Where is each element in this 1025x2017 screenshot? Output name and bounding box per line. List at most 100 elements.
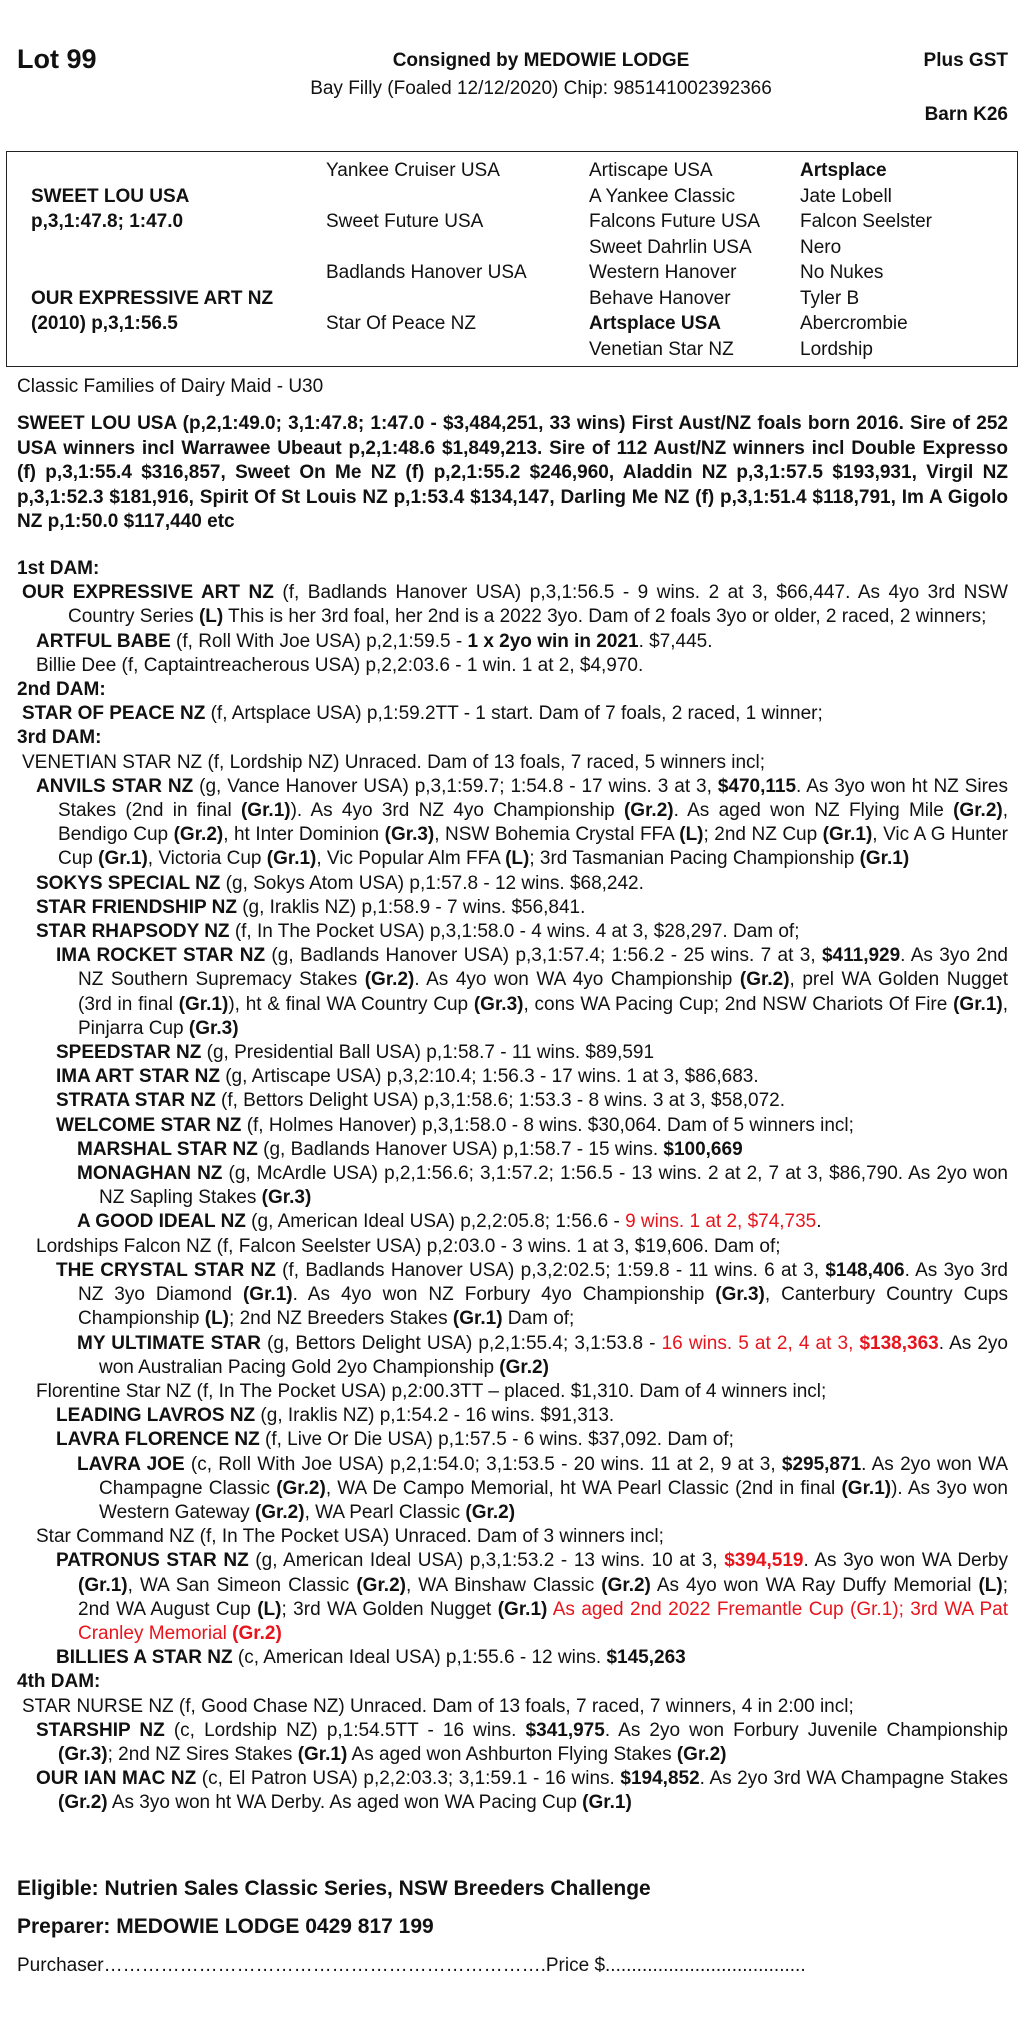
text: , Vic Popular Alm FFA [316,848,506,870]
pedigree-cell: No Nukes [800,262,884,283]
text: (f, Badlands Hanover USA) p,3,2:02.5; 1:… [275,1259,826,1281]
bold-text: (Gr.3) [188,1017,239,1039]
dam-entry: MONAGHAN NZ (g, McArdle USA) p,2,1:56.6;… [0,1162,1008,1210]
text: ; 3rd Tasmanian Pacing Championship [529,848,860,870]
barn-location: Barn K26 [924,104,1008,125]
dam-heading: 3rd DAM: [0,726,1008,750]
pedigree-cell: Lordship [800,338,873,360]
bold-text: STAR RHAPSODY NZ [36,921,230,943]
bold-text: STRATA STAR NZ [56,1090,216,1112]
text: , WA San Simeon Classic [127,1574,357,1596]
dam-entry: STAR FRIENDSHIP NZ (g, Iraklis NZ) p,1:5… [0,896,1008,920]
text: Florentine Star NZ (f, In The Pocket USA… [36,1380,827,1402]
bold-text: (Gr.2) [676,1743,727,1765]
text: . As 3yo won ht NZ Sires Stakes (2nd in … [58,775,1008,822]
bold-text: ANVILS STAR NZ [36,775,194,797]
dam-entry: A GOOD IDEAL NZ (g, American Ideal USA) … [0,1210,1008,1234]
text: , Canterbury Country Cups Championship [78,1284,1008,1330]
text: , WA De Campo Memorial, ht WA Pearl Clas… [325,1477,842,1499]
text: (g, Badlands Hanover USA) p,3,1:57.4; 1:… [265,945,822,967]
bold-text: (L) [198,606,224,628]
text: . As 2yo won Australian Pacing Gold 2yo … [99,1332,1008,1378]
dam-entry: SPEEDSTAR NZ (g, Presidential Ball USA) … [0,1041,1008,1065]
dam-entry: SOKYS SPECIAL NZ (g, Sokys Atom USA) p,1… [0,872,1008,896]
text: . $7,445. [638,630,713,652]
dam-entry: STAR NURSE NZ (f, Good Chase NZ) Unraced… [0,1695,1008,1719]
bold-text: (Gr.2) [232,1622,282,1644]
bold-text: (Gr.2) [601,1574,651,1596]
bold-text: LEADING LAVROS NZ [56,1405,256,1427]
lot-number: Lot 99 [17,44,97,74]
bold-text: $138,363 [859,1332,939,1354]
text: . As 2yo won Forbury Juvenile Championsh… [604,1719,1008,1741]
text: ), ht & final WA Country Cup [228,993,474,1015]
pedigree-cell: (2010) p,3,1:56.5 [31,313,178,334]
bold-text: IMA ART STAR NZ [56,1066,220,1088]
bold-text: (Gr.2) [623,800,674,822]
bold-text: STAR OF PEACE NZ [22,703,206,725]
pedigree-cell: p,3,1:47.8; 1:47.0 [31,211,184,232]
text: (f, Roll With Joe USA) p,2,1:59.5 - [170,630,468,652]
family-line: Classic Families of Dairy Maid - U30 [17,376,324,397]
text: STAR NURSE NZ (f, Good Chase NZ) Unraced… [22,1695,854,1717]
bold-text: MARSHAL STAR NZ [77,1138,258,1160]
text: , WA Pearl Classic [304,1501,466,1523]
bold-text: LAVRA FLORENCE NZ [56,1429,260,1451]
text: (g, Iraklis NZ) p,1:58.9 - 7 wins. $56,8… [236,896,586,918]
text: . [816,1211,822,1233]
text: (g, McArdle USA) p,2,1:56.6; 3,1:57.2; 1… [99,1163,1008,1209]
text: . As 4yo won WA 4yo Championship [414,969,740,991]
bold-text: WELCOME STAR NZ [56,1114,242,1136]
bold-text: PATRONUS STAR NZ [56,1550,249,1572]
consignor: Consigned by MEDOWIE LODGE [392,50,690,71]
text: ; 2nd NZ Breeders Stakes [229,1308,453,1330]
bold-text: (Gr.3) [473,993,524,1015]
bold-text: $194,852 [620,1768,700,1790]
text: ; 2nd NZ Cup [703,824,823,846]
text: (c, American Ideal USA) p,1:55.6 - 12 wi… [232,1647,607,1669]
bold-text: (Gr.1) [582,1792,632,1814]
plus-gst-label: Plus GST [923,50,1008,71]
dam-entry: STRATA STAR NZ (f, Bettors Delight USA) … [0,1089,1008,1113]
bold-text: (Gr.2) [953,800,1003,822]
pedigree-cell: Falcons Future USA [589,211,761,232]
pedigree-table: SWEET LOU USA p,3,1:47.8; 1:47.0 OUR EXPRE… [6,151,1018,367]
bold-text: (Gr.1) [859,848,910,870]
text: , Vic A G Hunter Cup [58,824,1008,870]
bold-text: STARSHIP NZ [36,1719,165,1741]
text: (g, Vance Hanover USA) p,3,1:59.7; 1:54.… [193,775,718,797]
dam-heading: 4th DAM: [0,1670,1008,1694]
text: (c, Lordship NZ) p,1:54.5TT - 16 wins. [164,1719,526,1741]
dam-entry: VENETIAN STAR NZ (f, Lordship NZ) Unrace… [0,751,1008,775]
text: (c, El Patron USA) p,2,2:03.3; 3,1:59.1 … [196,1768,621,1790]
text: VENETIAN STAR NZ (f, Lordship NZ) Unrace… [22,751,766,773]
bold-text: (L) [679,824,704,846]
pedigree-cell: Abercrombie [800,313,908,334]
bold-text: (Gr.1) [953,993,1003,1015]
bold-text: (Gr.2) [356,1574,406,1596]
dam-entry: STAR OF PEACE NZ (f, Artsplace USA) p,1:… [0,702,1008,726]
text: , Victoria Cup [147,848,267,870]
text: 2nd DAM: [17,679,106,701]
dam-entry: MY ULTIMATE STAR (g, Bettors Delight USA… [0,1332,1008,1380]
pedigree-cell: OUR EXPRESSIVE ART NZ [31,287,274,309]
bold-text: (Gr.1) [98,848,148,870]
text: ; 3rd WA Golden Nugget [281,1598,498,1620]
text: (g, Bettors Delight USA) p,2,1:55.4; 3,1… [260,1332,662,1354]
text: , ht Inter Dominion [223,824,385,846]
dam-entry: ANVILS STAR NZ (g, Vance Hanover USA) p,… [0,775,1008,872]
text: ; 2nd WA August Cup [78,1574,1008,1620]
bold-text: BILLIES A STAR NZ [56,1647,233,1669]
dam-entry: OUR EXPRESSIVE ART NZ (f, Badlands Hanov… [0,581,1008,629]
text: , Bendigo Cup [58,800,1008,846]
bold-text: ARTFUL BABE [36,630,171,652]
dam-entry: STAR RHAPSODY NZ (f, In The Pocket USA) … [0,920,1008,944]
text: 4th DAM: [17,1671,101,1693]
bold-text: $341,975 [525,1719,605,1741]
bold-text: (Gr.2) [254,1501,305,1523]
bold-text: (Gr.1) [266,848,317,870]
text: (f, Badlands Hanover USA) p,3,1:56.5 - 9… [68,582,1008,628]
text: ). As 3yo won Western Gateway [99,1477,1008,1523]
purchaser-price-line: Purchaser…………………………………………………………….Price $… [17,1955,806,1976]
dam-entry: MARSHAL STAR NZ (g, Badlands Hanover USA… [0,1138,1008,1162]
